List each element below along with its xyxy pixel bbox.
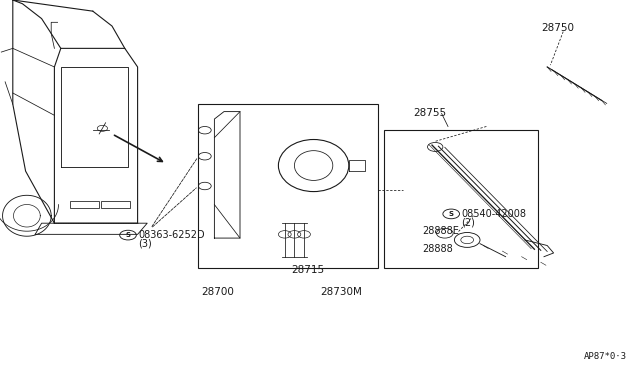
Bar: [198, 104, 378, 268]
Text: S: S: [125, 232, 131, 238]
Text: 28715: 28715: [291, 265, 324, 275]
Text: 28755: 28755: [413, 109, 446, 118]
Text: 28888: 28888: [422, 244, 453, 254]
Text: (2): (2): [461, 217, 476, 227]
Text: (3): (3): [138, 238, 152, 248]
Bar: [70, 201, 99, 208]
Text: 08363-6252D: 08363-6252D: [138, 230, 205, 240]
Text: 28888E: 28888E: [422, 226, 460, 235]
Text: 08540-42008: 08540-42008: [461, 209, 527, 219]
Bar: [384, 130, 538, 268]
Text: AP87*0·3: AP87*0·3: [584, 352, 627, 361]
Text: S: S: [449, 211, 454, 217]
Text: 28700: 28700: [202, 287, 234, 297]
Text: 28730M: 28730M: [320, 287, 362, 297]
Bar: [101, 201, 130, 208]
Text: 28750: 28750: [541, 23, 574, 33]
